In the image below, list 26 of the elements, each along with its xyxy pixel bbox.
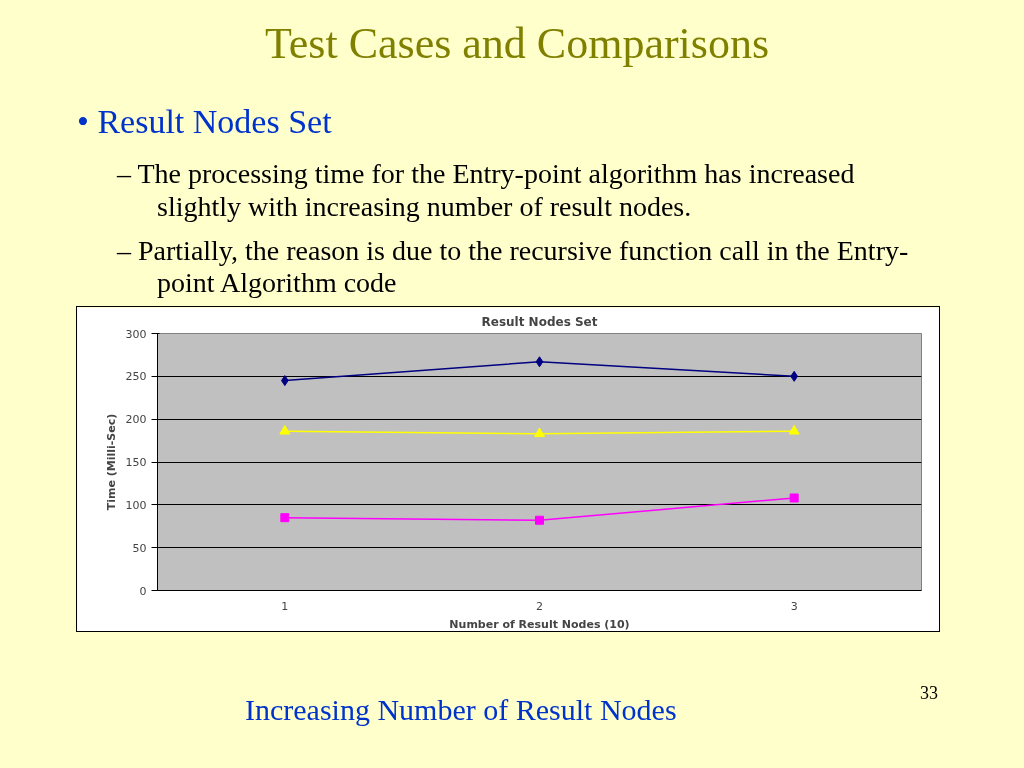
x-tick-label: 1 <box>281 599 289 613</box>
point <box>534 427 545 438</box>
text: 33 <box>920 682 938 706</box>
point <box>535 515 544 525</box>
text: Increasing Number of Result Nodes <box>245 692 677 729</box>
y-tick-label: 0 <box>139 584 147 598</box>
text: • Result Nodes Set <box>77 101 332 142</box>
chart-title: Result Nodes Set <box>481 314 598 329</box>
point <box>535 356 544 368</box>
y-tick-label: 150 <box>125 456 147 470</box>
x-axis-title: Number of Result Nodes (10) <box>449 617 630 631</box>
point <box>788 425 800 435</box>
point <box>280 513 290 523</box>
point <box>279 425 291 435</box>
point <box>789 493 799 503</box>
x-tick-label: 3 <box>790 599 798 613</box>
y-tick-label: 250 <box>125 370 147 384</box>
x-tick-label: 2 <box>536 599 543 613</box>
y-tick-label: 300 <box>125 327 147 341</box>
text: Test Cases and Comparisons <box>263 18 771 70</box>
text: – Partially, the reason is due to the recursive function call in the Entry-point Algorithm code <box>117 234 910 300</box>
y-tick-label: 100 <box>125 498 147 512</box>
text: – The processing time for the Entry-point algorithm has increased slightly with increasing number of result nodes. <box>117 158 856 223</box>
y-tick-label: 50 <box>132 541 147 555</box>
y-tick-label: 200 <box>125 413 147 427</box>
y-axis-title: Time (Milli-Sec) <box>104 413 118 511</box>
